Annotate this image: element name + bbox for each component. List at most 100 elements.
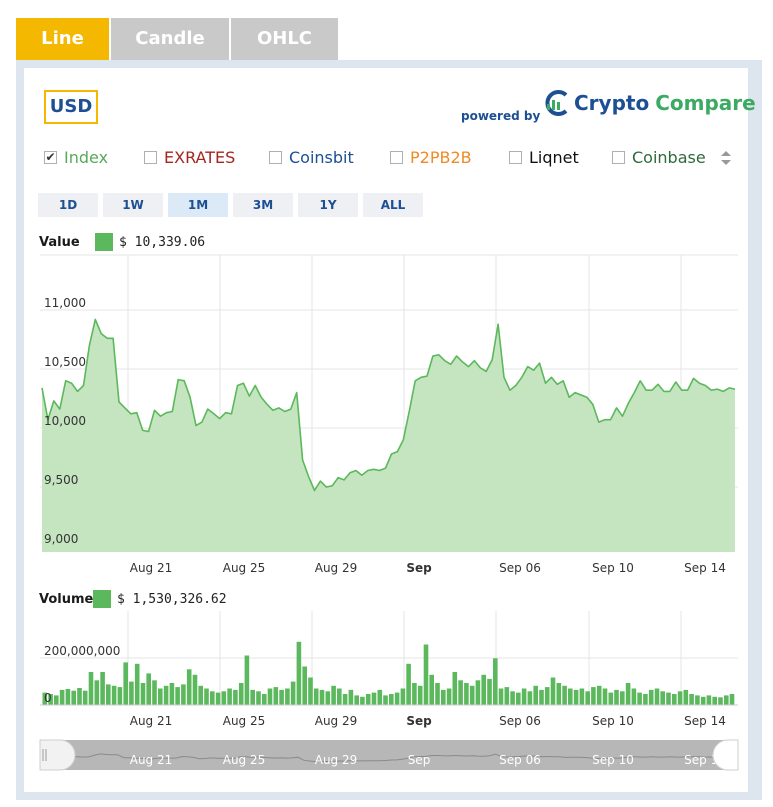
range-button-1y[interactable]: 1Y	[298, 193, 358, 217]
volume-bar	[637, 692, 642, 705]
price-y-tick-label: 9,500	[44, 473, 78, 487]
volume-bar	[342, 694, 348, 705]
checkbox-coinsbit[interactable]	[269, 150, 282, 164]
price-y-tick-label: 9,000	[44, 532, 78, 546]
volume-bar	[302, 666, 307, 705]
price-y-tick-label: 10,500	[44, 355, 86, 369]
volume-bar	[71, 690, 76, 705]
volume-bar	[579, 688, 585, 705]
volume-bar	[648, 689, 654, 705]
volume-bar	[406, 663, 411, 706]
price-x-tick-label: Aug 29	[315, 561, 358, 575]
checkbox-exrates[interactable]	[144, 150, 157, 164]
volume-bar	[452, 672, 458, 705]
exchange-label: EXRATES	[164, 147, 236, 167]
volume-bar	[556, 683, 562, 705]
volume-bar	[117, 687, 123, 705]
volume-bar	[666, 692, 671, 705]
volume-bar	[527, 691, 533, 706]
navigator-tick-label: Sep 10	[592, 753, 634, 767]
exchange-liqnet[interactable]: Liqnet	[509, 144, 579, 170]
volume-bar	[273, 687, 279, 705]
volume-bar	[319, 689, 325, 705]
volume-bar	[111, 685, 117, 706]
exchange-exrates[interactable]: EXRATES	[144, 144, 235, 170]
range-button-all[interactable]: ALL	[363, 193, 423, 217]
volume-bar	[654, 688, 660, 705]
volume-bar	[608, 692, 614, 705]
volume-bar	[394, 692, 400, 705]
volume-bar	[729, 694, 735, 705]
volume-bar	[146, 673, 151, 705]
volume-bar	[544, 687, 550, 705]
volume-bar	[279, 689, 284, 705]
volume-bar	[706, 695, 712, 705]
cryptocompare-logo-icon	[545, 90, 568, 116]
price-x-tick-label: Sep 06	[499, 561, 541, 575]
volume-bar	[210, 691, 215, 706]
volume-bar	[285, 688, 290, 705]
exchange-scroll-arrows-icon[interactable]	[719, 148, 733, 168]
navigator-tick-label: Aug 29	[315, 753, 358, 767]
currency-selector[interactable]: USD	[44, 90, 98, 124]
range-button-1w[interactable]: 1W	[103, 193, 163, 217]
volume-bar	[256, 691, 261, 706]
volume-bar	[54, 695, 59, 705]
volume-bar	[539, 689, 544, 705]
logo-crypto-text: Crypto	[574, 91, 650, 115]
volume-bar	[677, 691, 683, 706]
volume-legend-label: Volume	[39, 591, 94, 607]
logo-compare-text: Compare	[655, 91, 756, 115]
volume-bar	[88, 672, 94, 705]
cryptocompare-logo: Crypto Compare	[538, 90, 756, 116]
range-button-3m[interactable]: 3M	[233, 193, 293, 217]
volume-bar	[290, 681, 296, 705]
exchange-index[interactable]: ✔ Index	[44, 144, 108, 170]
navigator-handle-left[interactable]	[39, 739, 76, 771]
volume-bar	[140, 683, 146, 705]
range-button-1d[interactable]: 1D	[38, 193, 98, 217]
range-button-1m[interactable]: 1M	[168, 193, 228, 217]
tab-ohlc[interactable]: OHLC	[231, 18, 338, 60]
volume-bar	[602, 688, 608, 705]
exchange-label: Coinbase	[632, 147, 706, 167]
volume-bar	[244, 655, 250, 705]
volume-x-tick-label: Sep 14	[684, 714, 726, 728]
checkbox-p2pb2b[interactable]	[390, 150, 403, 164]
volume-bar	[458, 680, 463, 706]
checkbox-index[interactable]: ✔	[44, 149, 57, 164]
volume-y-tick-label: 200,000,000	[44, 644, 120, 658]
volume-bar	[562, 685, 567, 706]
volume-bar	[42, 692, 48, 705]
checkbox-coinbase[interactable]	[612, 150, 625, 164]
navigator-handle-right[interactable]	[712, 739, 739, 771]
volume-bar	[348, 689, 354, 705]
navigator-selection	[44, 740, 736, 770]
volume-bar	[620, 691, 625, 706]
volume-bar	[481, 674, 486, 706]
exchange-coinbase[interactable]: Coinbase	[612, 144, 706, 170]
volume-bar	[568, 688, 573, 705]
volume-bar	[181, 684, 186, 705]
volume-bar	[718, 697, 723, 705]
volume-bar	[365, 694, 371, 705]
exchange-coinsbit[interactable]: Coinsbit	[269, 144, 354, 170]
tab-candle[interactable]: Candle	[111, 18, 229, 60]
volume-bar	[204, 688, 209, 705]
volume-bar	[169, 683, 175, 705]
volume-bar	[313, 688, 319, 705]
volume-bar	[423, 644, 429, 705]
volume-bar	[683, 689, 689, 705]
volume-bar	[643, 694, 648, 705]
volume-bar	[504, 687, 510, 705]
volume-bar	[354, 695, 359, 705]
volume-bar	[296, 641, 302, 706]
volume-bar	[48, 694, 53, 705]
checkbox-liqnet[interactable]	[509, 150, 522, 164]
tab-line[interactable]: Line	[16, 18, 109, 60]
exchange-p2pb2b[interactable]: P2PB2B	[390, 144, 472, 170]
exchange-label: Liqnet	[529, 147, 579, 167]
volume-bar	[360, 696, 365, 706]
volume-bar	[464, 683, 469, 705]
volume-bar	[192, 674, 198, 706]
